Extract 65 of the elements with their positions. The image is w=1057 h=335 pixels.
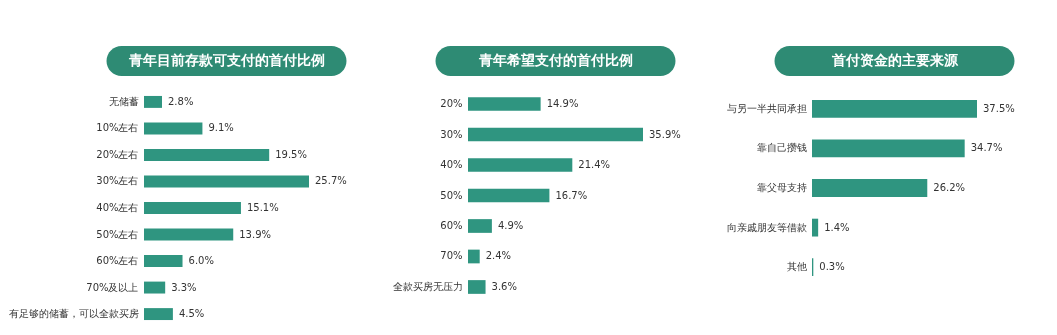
data-label: 13.9% xyxy=(239,228,272,240)
y-tick-label: 40% xyxy=(440,159,463,170)
y-tick-label: 40%左右 xyxy=(96,202,139,213)
y-tick-label: 30%左右 xyxy=(96,175,139,187)
y-tick-label: 靠自己攒钱 xyxy=(756,142,807,154)
bar xyxy=(812,139,965,158)
data-label: 2.4% xyxy=(485,250,512,262)
data-label: 6.0% xyxy=(188,255,214,267)
y-tick-label: 60% xyxy=(440,220,463,231)
bar xyxy=(468,127,643,142)
chart-title: 青年目前存款可支付的首付比例 xyxy=(127,52,325,68)
data-label: 19.5% xyxy=(275,148,307,160)
y-tick-label: 30% xyxy=(440,128,463,140)
data-label: 3.6% xyxy=(491,280,517,292)
y-tick-label: 50%左右 xyxy=(96,228,139,240)
data-label: 9.1% xyxy=(208,122,234,134)
data-label: 2.8% xyxy=(167,95,194,107)
y-tick-label: 无储蓄 xyxy=(108,95,139,107)
y-tick-label: 70%及以上 xyxy=(86,281,139,293)
y-tick-label: 20% xyxy=(440,98,463,110)
y-tick-label: 与另一半共同承担 xyxy=(726,102,807,114)
data-label: 25.7% xyxy=(315,175,347,187)
bar xyxy=(144,148,270,161)
y-tick-label: 有足够的储蓄，可以全款买房 xyxy=(8,308,139,320)
bar xyxy=(144,281,166,294)
data-label: 1.4% xyxy=(824,221,850,233)
bar xyxy=(144,202,241,214)
data-label: 21.4% xyxy=(578,159,611,170)
y-tick-label: 全款买房无压力 xyxy=(392,280,463,292)
bar xyxy=(144,255,183,268)
data-label: 4.5% xyxy=(178,308,205,320)
bar xyxy=(812,179,928,197)
y-tick-label: 靠父母支持 xyxy=(756,182,807,193)
data-label: 14.9% xyxy=(546,98,579,110)
bar xyxy=(144,308,173,321)
data-label: 4.9% xyxy=(497,220,524,231)
bar xyxy=(812,218,819,237)
bar xyxy=(144,228,234,241)
y-tick-label: 其他 xyxy=(786,261,807,273)
chart-title: 青年希望支付的首付比例 xyxy=(477,52,633,68)
chart-title: 首付资金的主要来源 xyxy=(830,52,959,68)
y-tick-label: 10%左右 xyxy=(96,122,139,134)
data-label: 0.3% xyxy=(819,261,845,273)
bar xyxy=(144,95,162,108)
data-label: 34.7% xyxy=(970,142,1003,154)
data-label: 15.1% xyxy=(246,202,279,213)
data-label: 3.3% xyxy=(171,281,197,293)
bar xyxy=(468,280,486,294)
bar xyxy=(468,97,541,111)
data-label: 35.9% xyxy=(649,128,681,140)
data-label: 26.2% xyxy=(933,182,966,193)
bar xyxy=(812,99,977,118)
bar xyxy=(468,249,480,264)
y-tick-label: 20%左右 xyxy=(96,148,139,160)
bar xyxy=(468,188,550,203)
data-label: 16.7% xyxy=(555,189,588,201)
bar xyxy=(144,175,309,188)
bar xyxy=(468,158,573,172)
bar xyxy=(144,122,203,135)
y-tick-label: 70% xyxy=(440,250,463,262)
bar xyxy=(468,219,492,233)
y-tick-label: 向亲戚朋友等借款 xyxy=(726,221,807,233)
y-tick-label: 60%左右 xyxy=(96,255,139,267)
data-label: 37.5% xyxy=(983,102,1015,114)
y-tick-label: 50% xyxy=(440,189,463,201)
